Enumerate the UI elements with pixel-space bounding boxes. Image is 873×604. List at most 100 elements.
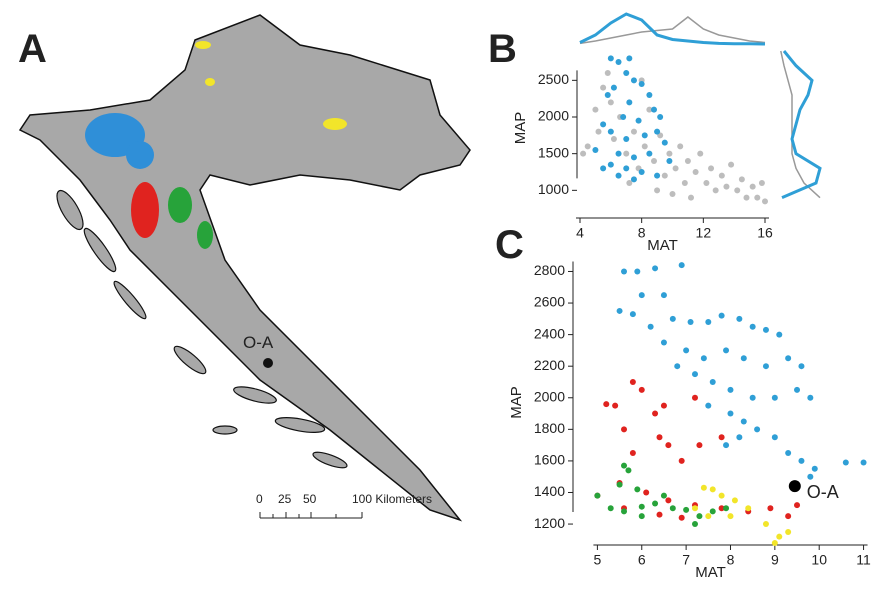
x-tick-label: 11 [856, 552, 871, 568]
point [723, 184, 729, 190]
point [741, 355, 747, 361]
point [708, 165, 714, 171]
point [646, 92, 652, 98]
point [646, 151, 652, 157]
point [617, 308, 623, 314]
point [741, 418, 747, 424]
y-tick-label: 2600 [534, 294, 565, 310]
point [745, 505, 751, 511]
point [594, 493, 600, 499]
point [617, 482, 623, 488]
x-tick-label: 10 [811, 552, 827, 568]
point [785, 513, 791, 519]
point [634, 486, 640, 492]
marginal-density [782, 51, 820, 198]
marginal-density [781, 51, 820, 198]
point [616, 59, 622, 65]
point [592, 147, 598, 153]
point [654, 187, 660, 193]
point [580, 151, 586, 157]
point [763, 363, 769, 369]
point [626, 55, 632, 61]
point [666, 158, 672, 164]
point [736, 434, 742, 440]
panel-label: B [488, 27, 517, 71]
point [621, 463, 627, 469]
y-tick-label: 2400 [534, 325, 565, 341]
island [80, 225, 120, 274]
point [657, 434, 663, 440]
point [794, 387, 800, 393]
point [600, 85, 606, 91]
point [665, 497, 671, 503]
point [723, 505, 729, 511]
point [612, 403, 618, 409]
point [861, 459, 867, 465]
point [605, 70, 611, 76]
point [623, 165, 629, 171]
panel-label: C [495, 223, 524, 267]
point [762, 198, 768, 204]
island [52, 187, 88, 233]
point [625, 467, 631, 473]
point [719, 434, 725, 440]
point [812, 466, 818, 472]
y-tick-label: 1600 [534, 452, 565, 468]
site-cluster [131, 182, 159, 238]
point [657, 114, 663, 120]
point [639, 292, 645, 298]
point [798, 458, 804, 464]
point [608, 505, 614, 511]
point [639, 387, 645, 393]
point [807, 474, 813, 480]
point [616, 173, 622, 179]
y-tick-label: 1400 [534, 483, 565, 499]
x-tick-label: 4 [576, 225, 584, 241]
point [603, 401, 609, 407]
point [723, 442, 729, 448]
panel-label: A [18, 27, 47, 71]
annotated-point [789, 480, 801, 492]
point [631, 154, 637, 160]
point [763, 327, 769, 333]
y-tick-label: 2200 [534, 357, 565, 373]
point [750, 395, 756, 401]
point [807, 395, 813, 401]
point [670, 505, 676, 511]
x-tick-label: 8 [727, 552, 735, 568]
x-tick-label: 6 [638, 552, 646, 568]
point [727, 411, 733, 417]
point [679, 515, 685, 521]
point [739, 176, 745, 182]
point [677, 143, 683, 149]
point [621, 268, 627, 274]
point [651, 158, 657, 164]
point [611, 136, 617, 142]
point [661, 493, 667, 499]
plot: C120014001600180020002200240026002800567… [495, 223, 871, 581]
point [630, 311, 636, 317]
point [652, 265, 658, 271]
y-tick-label: 2800 [534, 262, 565, 278]
x-tick-label: 7 [682, 552, 690, 568]
point [623, 151, 629, 157]
point [798, 363, 804, 369]
point [683, 347, 689, 353]
point [736, 316, 742, 322]
point [692, 395, 698, 401]
point [713, 187, 719, 193]
point [754, 426, 760, 432]
y-tick-label: 1000 [538, 181, 569, 197]
point [608, 162, 614, 168]
site-cluster [195, 41, 211, 49]
point [750, 184, 756, 190]
point [608, 129, 614, 135]
scale-label: 50 [303, 492, 317, 506]
point [794, 502, 800, 508]
point [701, 485, 707, 491]
point [665, 442, 671, 448]
point [631, 176, 637, 182]
island [213, 426, 237, 434]
x-tick-label: 16 [757, 225, 773, 241]
y-axis-label: MAP [512, 112, 529, 145]
